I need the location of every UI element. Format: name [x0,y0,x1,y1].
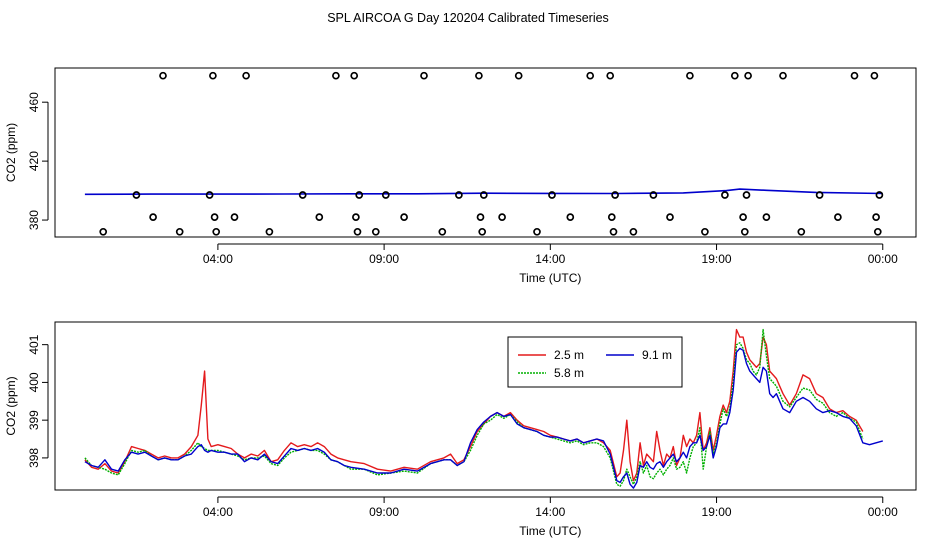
calibration-point [779,71,787,80]
calibration-point [315,213,324,221]
calibration-point [230,213,239,221]
calibration-point [533,227,541,236]
y-tick-label: 420 [27,151,41,171]
legend-label: 2.5 m [554,348,584,362]
calibration-point [265,227,274,236]
calibration-point [149,213,157,221]
calibration-point [872,213,880,221]
calibration-point [649,191,658,199]
calibration-point [870,71,879,80]
figure-title: SPL AIRCOA G Day 120204 Calibrated Times… [327,11,609,25]
calibration-point [298,191,307,199]
calibration-point [476,213,485,221]
calibration-point [350,71,359,80]
x-tick-label: 14:00 [535,505,565,519]
x-tick-label: 04:00 [203,252,233,266]
calibration-point [762,213,771,221]
calibration-point [609,227,618,236]
calibration-point [400,213,408,221]
series-line-9-1-m [84,347,883,489]
calibration-point [175,227,184,236]
calibration-point [742,191,751,199]
legend-label: 5.8 m [554,366,584,380]
calibration-point [420,71,428,80]
calibration-point [744,71,752,80]
calibration-point [666,213,674,221]
series-line-2-5-m [84,328,864,482]
calibration-point [850,71,859,80]
calibration-point [797,227,806,236]
calibration-point [730,71,739,80]
calibration-point [834,213,842,221]
calibration-point [212,227,221,236]
x-axis-label: Time (UTC) [519,524,581,538]
x-tick-label: 09:00 [369,505,399,519]
calibration-point [686,71,694,80]
calibration-point [438,227,447,236]
calibration-point [352,213,360,221]
legend-label: 9.1 m [642,348,672,362]
y-axis-label: CO2 (ppm) [4,123,18,182]
calibration-point [242,71,250,80]
calibration-point [607,213,616,221]
calibration-point [381,191,390,199]
calibration-point [99,227,108,236]
y-tick-label: 400 [27,372,41,392]
plot-frame [54,67,917,238]
calibration-point [371,227,380,236]
calibration-point [629,227,638,236]
calibration-point [586,71,595,80]
calibration-point [740,227,749,236]
plot-frame [54,321,917,491]
x-tick-label: 09:00 [369,252,399,266]
y-tick-label: 401 [27,334,41,354]
y-tick-label: 398 [27,448,41,468]
y-tick-label: 380 [27,210,41,230]
calibration-point [721,191,729,199]
calibration-point [514,71,523,80]
calibration-point [355,191,364,199]
calibration-panel: 04:00 09:00 14:00 19:00 00:00 Time (UTC) 380 42… [4,67,917,285]
calibration-point [815,191,824,199]
calibration-point [611,191,619,199]
x-tick-label: 14:00 [535,252,565,266]
calibration-point [159,71,167,80]
legend-box [507,336,683,388]
calibration-point [606,71,615,80]
legend: 2.5 m 9.1 m 5.8 m [507,336,683,388]
calibration-point [548,191,556,199]
x-tick-label: 04:00 [203,505,233,519]
calibration-point [353,227,362,236]
calibration-point [875,191,884,199]
calibration-point [498,213,506,221]
y-tick-label: 460 [27,92,41,112]
x-axis-label: Time (UTC) [519,271,581,285]
y-axis-label: CO2 (ppm) [4,376,18,435]
calibration-point [455,191,463,199]
x-tick-label: 19:00 [702,505,732,519]
calibration-point [873,227,882,236]
calibration-point [479,191,488,199]
calibration-point [566,213,575,221]
calibration-point [478,227,487,236]
calibration-point [332,71,340,80]
calibration-point [132,191,141,199]
y-tick-label: 399 [27,410,41,430]
calibration-point [701,227,709,236]
x-tick-label: 19:00 [702,252,732,266]
calibration-point [739,213,747,221]
timeseries-panel: 04:00 09:00 14:00 19:00 00:00 Time (UTC) 398 39… [4,321,917,538]
calibration-point [475,71,483,80]
calibration-point [210,213,219,221]
x-tick-label: 00:00 [868,505,898,519]
calibration-point [209,71,217,80]
calibration-point [205,191,214,199]
x-tick-label: 00:00 [868,252,898,266]
